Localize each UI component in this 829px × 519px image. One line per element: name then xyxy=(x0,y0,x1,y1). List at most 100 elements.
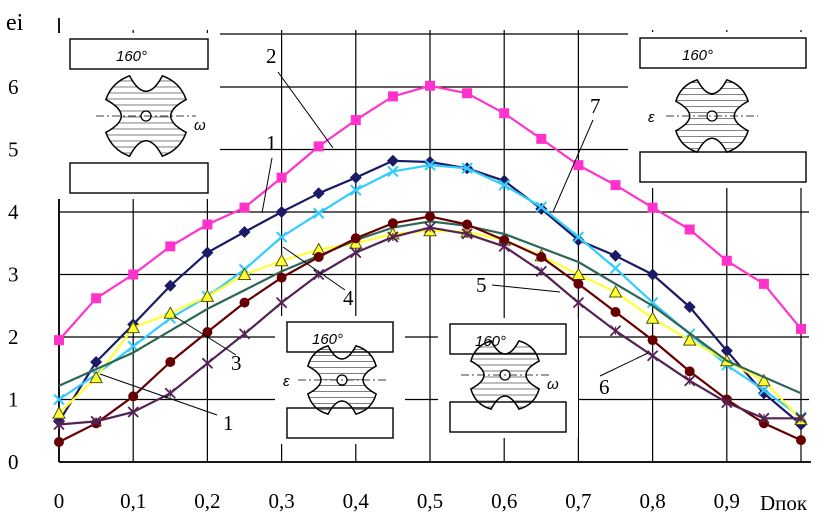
annotation-4: 4 xyxy=(282,246,354,310)
data-point xyxy=(462,219,473,230)
x-tick-label: 0,5 xyxy=(417,489,443,513)
epsilon-symbol: ε xyxy=(648,109,655,126)
annotation-6: 6 xyxy=(599,352,649,399)
data-point xyxy=(312,187,325,200)
leader-line xyxy=(261,157,273,214)
data-point xyxy=(721,255,732,266)
data-point xyxy=(128,269,139,280)
annotation-7: 7 xyxy=(552,94,601,213)
leader-line xyxy=(491,284,561,293)
tick-labels: 0 1 2 3 4 5 6 0 0,1 0,2 0,3 0,4 0,5 0,6 0,7 0,8 0,9 xyxy=(8,75,740,513)
data-point xyxy=(462,88,473,99)
data-point xyxy=(461,162,473,174)
x-tick-label: 0,1 xyxy=(120,489,146,513)
x-tick-label: 0,9 xyxy=(714,489,740,513)
data-point xyxy=(313,141,324,152)
data-point xyxy=(275,231,288,243)
data-point xyxy=(684,366,695,377)
angle-label: 160° xyxy=(682,47,713,64)
data-point xyxy=(424,159,436,171)
leader-line xyxy=(277,71,334,149)
data-point xyxy=(313,252,324,262)
data-point xyxy=(646,268,659,281)
data-point xyxy=(647,202,658,213)
data-point xyxy=(350,233,361,244)
leader-line xyxy=(99,373,218,416)
data-point xyxy=(425,80,435,91)
data-point xyxy=(163,306,178,319)
x-tick-label: 0,8 xyxy=(639,489,665,513)
y-tick-label: 1 xyxy=(8,388,19,412)
data-point xyxy=(609,249,622,262)
leader-line xyxy=(599,352,649,377)
omega-symbol: ω xyxy=(194,117,206,134)
data-point xyxy=(386,154,399,167)
data-point xyxy=(90,356,103,368)
data-point xyxy=(720,344,733,357)
upper-die xyxy=(69,38,209,70)
data-point xyxy=(350,115,361,126)
annotation-5: 5 xyxy=(476,273,561,297)
series-7-curve-6 xyxy=(53,221,807,431)
angle-label: 160° xyxy=(116,48,147,65)
data-point xyxy=(237,267,252,280)
data-point xyxy=(610,307,621,317)
x-tick-label: 0,6 xyxy=(491,489,517,513)
data-point xyxy=(239,202,250,213)
epsilon-symbol: ε xyxy=(283,373,290,390)
data-point xyxy=(682,333,697,346)
angle-label: 160° xyxy=(475,333,506,350)
data-point xyxy=(684,224,695,235)
data-point xyxy=(276,172,287,183)
data-point xyxy=(274,253,289,267)
leader-line xyxy=(173,315,237,356)
data-point xyxy=(609,262,622,274)
y-tick-label: 0 xyxy=(8,450,19,474)
y-tick-label: 4 xyxy=(8,200,19,224)
data-point xyxy=(572,231,585,243)
annotation-1: 1 xyxy=(261,131,277,214)
data-point xyxy=(535,201,548,213)
upper-die xyxy=(449,323,567,355)
inset-top-right: 160° ε xyxy=(628,32,818,188)
x-axis-label: Dпок xyxy=(760,491,808,515)
data-point xyxy=(275,206,288,218)
data-point xyxy=(165,241,176,252)
upper-die xyxy=(286,321,394,353)
annotation-label: 6 xyxy=(599,375,610,399)
data-point xyxy=(52,406,66,419)
data-point xyxy=(536,133,547,144)
annotation-3: 3 xyxy=(173,315,242,375)
data-point xyxy=(387,165,399,178)
data-point xyxy=(573,278,584,289)
annotation-label: 5 xyxy=(476,273,487,297)
lower-die xyxy=(449,401,567,433)
data-point xyxy=(499,108,510,119)
data-point xyxy=(536,252,547,262)
data-point xyxy=(127,340,139,353)
lower-die xyxy=(69,162,209,194)
data-point xyxy=(387,91,398,102)
data-point xyxy=(573,160,584,171)
data-point xyxy=(239,297,250,308)
data-point xyxy=(201,246,214,259)
data-point xyxy=(165,357,176,367)
annotations: 2 1 4 3 1 5 6 7 xyxy=(99,44,649,435)
insets: 160° ω 160° ε 160° ε 160° ω xyxy=(58,32,818,444)
data-point xyxy=(608,284,623,298)
y-tick-label: 3 xyxy=(8,263,19,287)
data-point xyxy=(610,180,621,191)
series-line xyxy=(58,220,802,395)
inset-bottom-right: 160° ω xyxy=(438,318,578,438)
annotation-label: 4 xyxy=(343,286,354,310)
data-point xyxy=(758,278,769,289)
annotation-label: 1 xyxy=(223,411,234,435)
data-point xyxy=(757,373,771,387)
y-tick-label: 2 xyxy=(8,325,19,349)
series-5-curve-7 xyxy=(58,220,802,395)
inset-top-left: 160° ω xyxy=(58,33,220,199)
data-point xyxy=(387,218,398,229)
x-tick-label: 0,3 xyxy=(268,489,294,513)
angle-label: 160° xyxy=(312,331,343,348)
